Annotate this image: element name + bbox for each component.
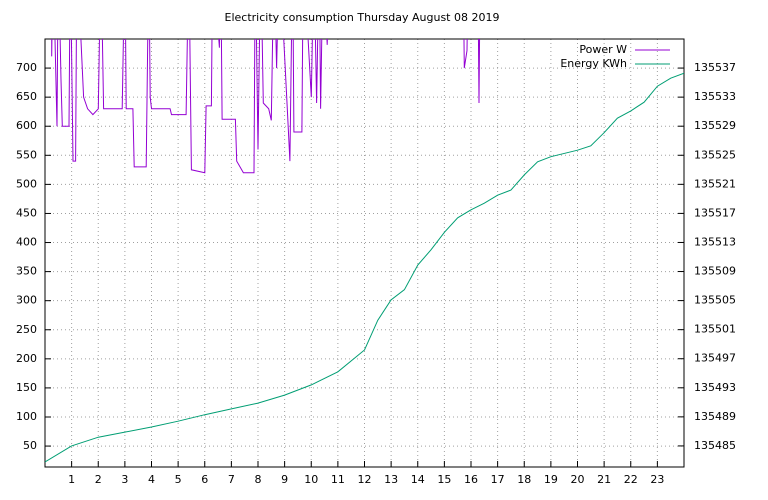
y-tick-label: 500	[16, 177, 37, 190]
x-tick-label: 1	[68, 473, 75, 486]
y2-tick-label: 135493	[694, 381, 736, 394]
y2-tick-label: 135509	[694, 265, 736, 278]
y2-tick-label: 135517	[694, 206, 736, 219]
x-tick-label: 13	[384, 473, 398, 486]
y-tick-label: 600	[16, 119, 37, 132]
y-tick-label: 200	[16, 352, 37, 365]
y-tick-label: 650	[16, 90, 37, 103]
x-tick-label: 19	[544, 473, 558, 486]
x-tick-label: 22	[624, 473, 638, 486]
series-line	[51, 39, 481, 174]
plot-area	[45, 39, 684, 463]
y2-tick-label: 135533	[694, 90, 736, 103]
x-tick-label: 17	[491, 473, 505, 486]
legend-label: Power W	[579, 43, 627, 56]
x-tick-label: 10	[304, 473, 318, 486]
y-tick-label: 100	[16, 410, 37, 423]
y-tick-label: 300	[16, 294, 37, 307]
x-tick-label: 11	[331, 473, 345, 486]
x-tick-label: 20	[571, 473, 585, 486]
y-tick-label: 550	[16, 148, 37, 161]
y-tick-label: 250	[16, 323, 37, 336]
y-tick-label: 400	[16, 236, 37, 249]
series-line	[45, 72, 684, 463]
x-tick-label: 15	[437, 473, 451, 486]
y-tick-label: 150	[16, 381, 37, 394]
x-tick-label: 18	[517, 473, 531, 486]
y2-tick-label: 135521	[694, 177, 736, 190]
y2-tick-label: 135513	[694, 235, 736, 248]
legend-label: Energy KWh	[560, 57, 627, 70]
plot-frame	[44, 38, 685, 468]
y2-tick-label: 135485	[694, 439, 736, 452]
x-tick-label: 6	[201, 473, 208, 486]
y2-tick-label: 135529	[694, 119, 736, 132]
x-tick-label: 14	[411, 473, 425, 486]
x-tick-label: 23	[650, 473, 664, 486]
x-tick-label: 21	[597, 473, 611, 486]
y-tick-label: 450	[16, 206, 37, 219]
y2-tick-label: 135501	[694, 323, 736, 336]
x-tick-label: 5	[175, 473, 182, 486]
y2-tick-label: 135497	[694, 352, 736, 365]
chart-title: Electricity consumption Thursday August …	[225, 11, 500, 24]
y2-tick-label: 135505	[694, 294, 736, 307]
x-tick-label: 12	[358, 473, 372, 486]
x-tick-label: 16	[464, 473, 478, 486]
y-tick-label: 700	[16, 61, 37, 74]
x-tick-label: 3	[121, 473, 128, 486]
y2-tick-label: 135525	[694, 148, 736, 161]
y2-tick-label: 135537	[694, 61, 736, 74]
x-tick-label: 2	[95, 473, 102, 486]
x-tick-label: 8	[255, 473, 262, 486]
x-tick-label: 9	[281, 473, 288, 486]
x-tick-label: 7	[228, 473, 235, 486]
y-tick-label: 350	[16, 265, 37, 278]
y2-tick-label: 135489	[694, 410, 736, 423]
x-tick-label: 4	[148, 473, 155, 486]
y-tick-label: 50	[23, 439, 37, 452]
